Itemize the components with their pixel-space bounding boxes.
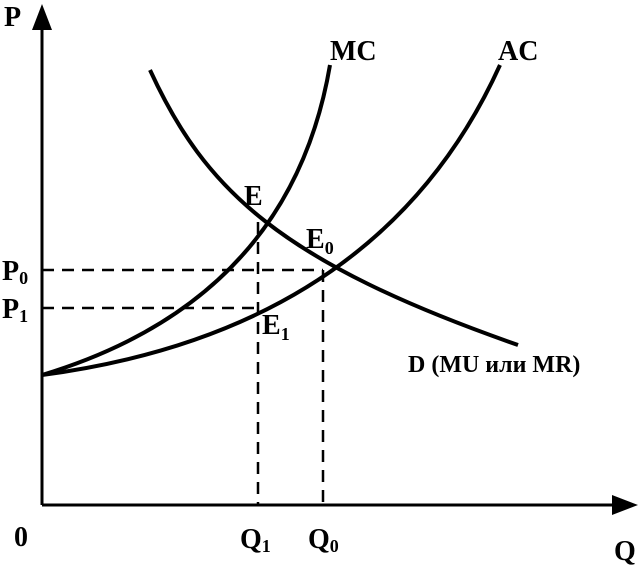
ac-curve xyxy=(41,64,502,377)
p0-label: P0 xyxy=(2,256,28,288)
y-arrow xyxy=(32,4,52,30)
point-e0: E0 xyxy=(306,224,334,258)
origin-label: 0 xyxy=(14,522,28,553)
demand-label: D (MU или MR) xyxy=(408,352,580,378)
q1-label: Q1 xyxy=(240,524,271,556)
mc-label: MC xyxy=(330,36,377,67)
x-axis-label: Q xyxy=(614,536,636,567)
y-axis-label: P xyxy=(4,2,21,33)
p1-label: P1 xyxy=(2,294,28,326)
x-arrow xyxy=(612,495,638,515)
point-e1: E1 xyxy=(262,310,290,344)
q0-label: Q0 xyxy=(308,524,339,556)
demand-curve xyxy=(148,69,519,347)
ac-label: AC xyxy=(498,36,538,67)
point-e: E xyxy=(244,181,263,212)
mc-curve xyxy=(41,64,332,377)
